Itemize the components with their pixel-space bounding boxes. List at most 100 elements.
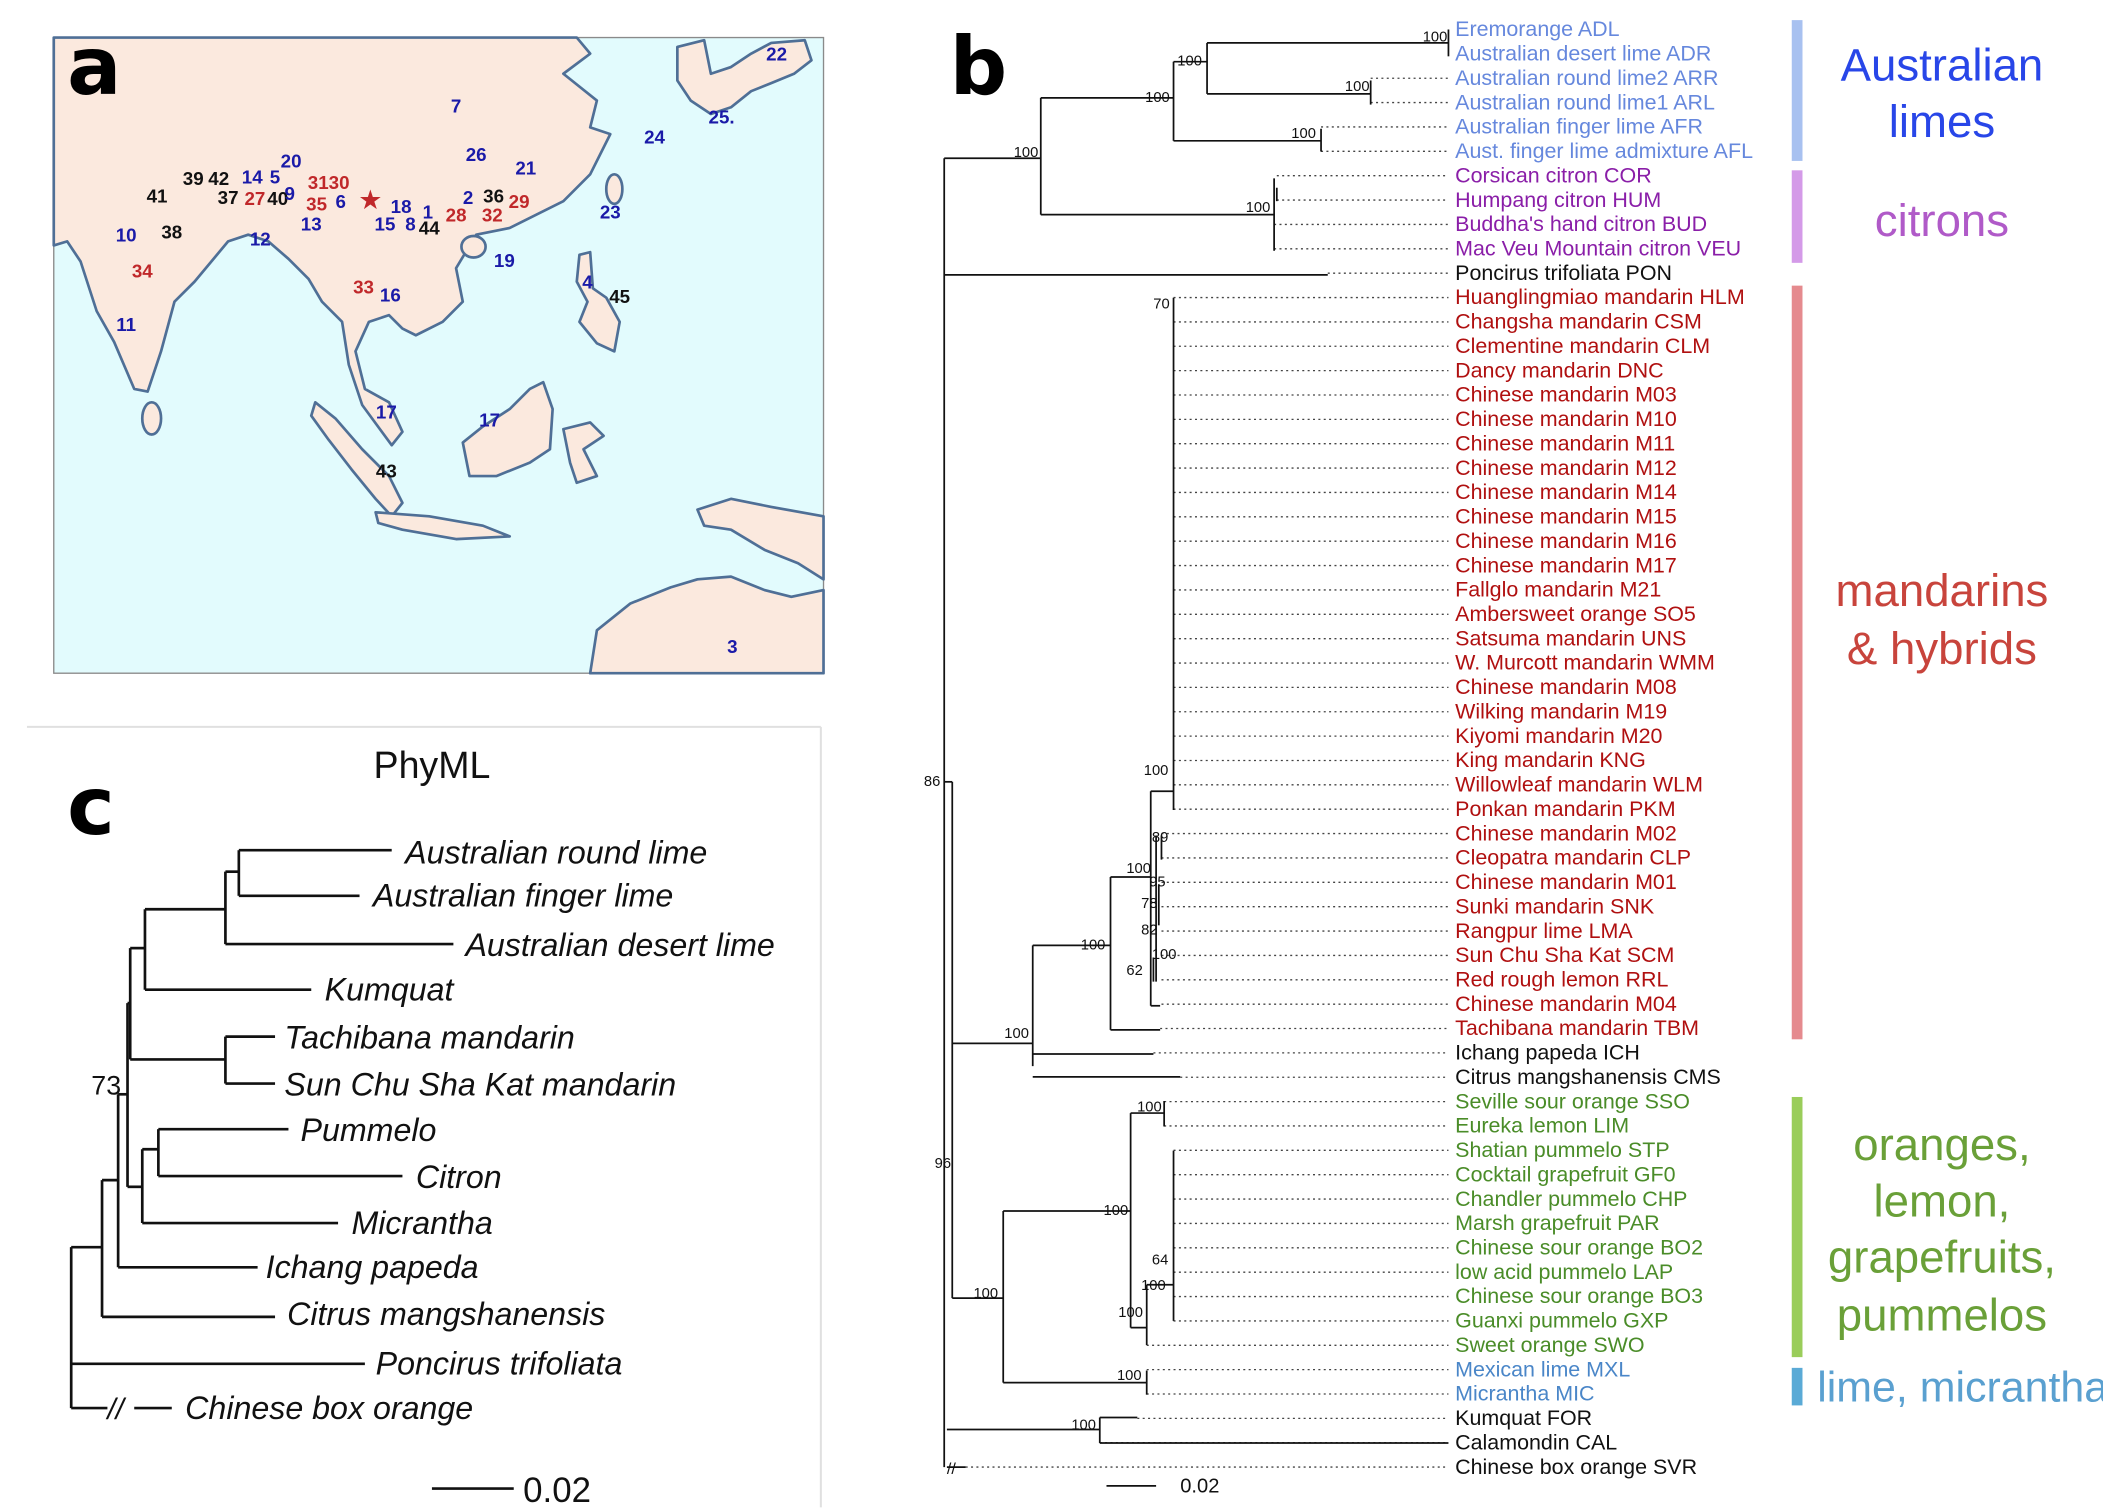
map-site-label: 32 (482, 204, 503, 225)
panel-label-a: a (67, 19, 121, 113)
taiwan (604, 172, 624, 206)
clade-label: lemon, (1874, 1175, 2011, 1226)
bootstrap-value: 100 (1014, 145, 1039, 161)
tree-leaf-label: Chinese box orange (185, 1390, 473, 1426)
tree-leaf-label: Fallglo mandarin M21 (1455, 578, 1661, 602)
bootstrap-value: 100 (1117, 1368, 1142, 1384)
map-site-label: 42 (208, 168, 229, 189)
map-site-label: 7 (451, 96, 461, 117)
map-site-label: 18 (391, 196, 412, 217)
map-site-label: 34 (132, 261, 153, 282)
scale-label: 0.02 (523, 1471, 591, 1508)
bootstrap-value: 100 (1004, 1026, 1029, 1042)
panel-label-b: b (950, 19, 1008, 113)
map-site-label: 25. (709, 106, 735, 127)
tree-leaf-label: Cocktail grapefruit GF0 (1455, 1162, 1675, 1186)
tree-leaf-label: Red rough lemon RRL (1455, 967, 1668, 991)
tree-leaf-label: Kiyomi mandarin M20 (1455, 724, 1662, 748)
bootstrap-value: 100 (1126, 861, 1151, 877)
map-site-label: 36 (483, 185, 504, 206)
tree-leaf-label: Chinese mandarin M10 (1455, 407, 1677, 431)
tree-leaf-label: Kumquat (325, 971, 456, 1007)
tree-leaf-label: Chinese box orange SVR (1455, 1455, 1697, 1479)
map-site-label: 6 (336, 191, 346, 212)
tree-leaf-label: Chinese mandarin M17 (1455, 553, 1677, 577)
tree-leaf-label: Eremorange ADL (1455, 17, 1620, 41)
map-site-label: 29 (509, 191, 530, 212)
map-site-label: 39 (183, 168, 204, 189)
tree-leaf-label: Dancy mandarin DNC (1455, 358, 1664, 382)
tree-leaf-label: Chinese mandarin M01 (1455, 870, 1677, 894)
tree-leaf-label: Aust. finger lime admixture AFL (1455, 139, 1753, 163)
philippines (575, 250, 622, 353)
bootstrap-value: 100 (1345, 79, 1370, 95)
clade-bar (1791, 1367, 1803, 1406)
tree-leaf-label: Ichang papeda ICH (1455, 1041, 1640, 1065)
tree-leaf-label: Sun Chu Sha Kat SCM (1455, 943, 1674, 967)
map-site-label: 40 (267, 188, 288, 209)
map-site-label: 43 (376, 460, 397, 481)
tree-leaf-label: Chinese mandarin M04 (1455, 992, 1677, 1016)
tree-leaf-label: Kumquat FOR (1455, 1406, 1592, 1430)
tree-leaf-label: Australian round lime1 ARL (1455, 90, 1715, 114)
map-site-label: 22 (766, 43, 787, 64)
bootstrap-value: 100 (1071, 1418, 1096, 1434)
map-site-label: 10 (116, 224, 137, 245)
clade-label: limes (1889, 96, 1995, 147)
map-site-label: 28 (446, 204, 467, 225)
bootstrap-value: 100 (1423, 30, 1448, 46)
tree-leaf-label: Buddha's hand citron BUD (1455, 212, 1707, 236)
bootstrap-value: 100 (973, 1286, 998, 1302)
map-site-label: 33 (353, 277, 374, 298)
tree-leaf-label: Chinese mandarin M15 (1455, 505, 1677, 529)
tree-leaf-label: Wilking mandarin M19 (1455, 699, 1667, 723)
clade-bar (1791, 170, 1803, 263)
map-site-label: 5 (270, 167, 280, 188)
tree-leaf-label: Corsican citron COR (1455, 163, 1652, 187)
map-site-label: 19 (494, 250, 515, 271)
tree-leaf-label: Chinese sour orange BO3 (1455, 1284, 1703, 1308)
tree-leaf-label: Chinese mandarin M14 (1455, 480, 1677, 504)
support-value: 73 (91, 1070, 121, 1100)
bootstrap-value: 96 (935, 1156, 951, 1172)
bootstrap-value: 100 (1081, 937, 1106, 953)
tree-leaf-label: Sun Chu Sha Kat mandarin (284, 1067, 676, 1103)
tree-leaf-label: Chinese mandarin M16 (1455, 529, 1677, 553)
map-site-label: 1 (423, 202, 433, 223)
phyml-title: PhyML (374, 744, 491, 786)
tree-leaf-label: Tachibana mandarin (284, 1020, 574, 1056)
bootstrap-value: 78 (1141, 896, 1157, 912)
tree-leaf-label: Ambersweet orange SO5 (1455, 602, 1696, 626)
bootstrap-value: 100 (1144, 763, 1169, 779)
map-site-label: 15 (375, 214, 396, 235)
tree-leaf-label: Clementine mandarin CLM (1455, 334, 1710, 358)
tree-leaf-label: Satsuma mandarin UNS (1455, 626, 1686, 650)
sulawesi (562, 421, 605, 485)
tree-leaf-label: Micrantha MIC (1455, 1382, 1594, 1406)
tree-leaf-label: Mexican lime MXL (1455, 1357, 1630, 1381)
tree-leaf-label: Ichang papeda (266, 1249, 479, 1285)
asia-mainland (52, 36, 612, 447)
australia (588, 575, 825, 675)
borneo (461, 380, 554, 478)
tree-leaf-label: Mac Veu Mountain citron VEU (1455, 237, 1741, 261)
sri-lanka (140, 400, 163, 436)
new-guinea (696, 497, 825, 581)
tree-leaf-label: Huanglingmiao mandarin HLM (1455, 285, 1745, 309)
tree-leaf-label: Changsha mandarin CSM (1455, 310, 1702, 334)
bootstrap-value: 100 (1152, 947, 1177, 963)
tree-leaf-label: Guanxi pummelo GXP (1455, 1309, 1668, 1333)
tree-leaf-label: Micrantha (351, 1205, 492, 1241)
map-site-label: 45 (609, 286, 630, 307)
tree-panel-c: Australian round lime Australian finger l… (69, 835, 775, 1508)
tree-leaf-label: Shatian pummelo STP (1455, 1138, 1669, 1162)
clade-label: & hybrids (1847, 623, 2037, 674)
map-site-label: 2 (463, 187, 473, 208)
bootstrap-value: 100 (1246, 200, 1271, 216)
bootstrap-value: 100 (1137, 1100, 1162, 1116)
map-site-label: 3130 (308, 172, 350, 193)
map-site-label: 9 (285, 183, 295, 204)
bootstrap-value: 95 (1149, 874, 1165, 890)
